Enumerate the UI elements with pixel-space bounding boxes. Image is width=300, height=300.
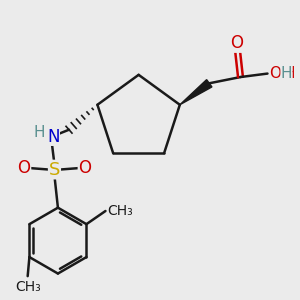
Text: O: O (17, 159, 31, 177)
Polygon shape (180, 80, 212, 105)
Text: N: N (47, 128, 60, 146)
Text: S: S (49, 160, 60, 178)
Text: CH₃: CH₃ (15, 280, 40, 294)
Text: O: O (79, 159, 92, 177)
Text: CH₃: CH₃ (107, 204, 133, 218)
Text: H: H (281, 66, 292, 81)
Text: O: O (269, 66, 281, 81)
Text: O: O (230, 34, 244, 52)
Text: H: H (34, 125, 45, 140)
Text: OH: OH (272, 66, 295, 81)
